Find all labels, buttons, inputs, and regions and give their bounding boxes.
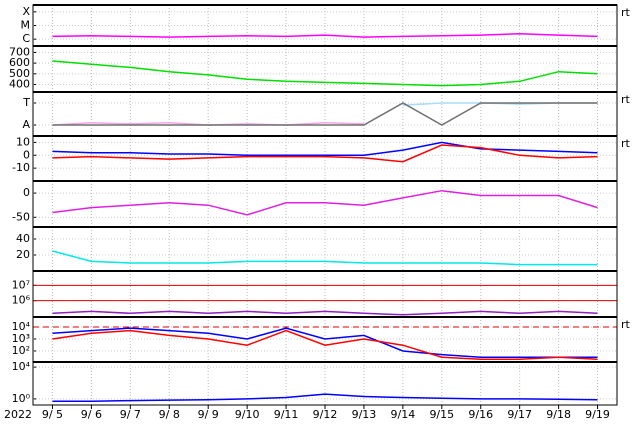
right-label: rt [621, 318, 631, 331]
series-line [52, 329, 598, 361]
y-tick-label: 40 [16, 232, 30, 245]
x-tick-label: 9/17 [507, 408, 532, 421]
x-tick-label: 9/11 [274, 408, 299, 421]
x-tick-label: 9/16 [468, 408, 493, 421]
series-line [52, 393, 598, 403]
y-tick-label: 10⁴ [12, 360, 31, 373]
right-label: rt [621, 93, 631, 106]
x-tick-label: 9/ 8 [159, 408, 180, 421]
year-label: 2022 [4, 408, 32, 421]
y-tick-label: 0 [23, 148, 30, 161]
x-tick-label: 9/18 [546, 408, 571, 421]
y-tick-label: T [22, 96, 30, 109]
x-tick-label: 9/19 [585, 408, 610, 421]
x-tick-label: 9/ 6 [81, 408, 102, 421]
y-tick-label: -50 [12, 210, 30, 223]
x-tick-label: 9/10 [235, 408, 260, 421]
x-tick-label: 9/ 5 [42, 408, 63, 421]
x-tick-label: 9/13 [352, 408, 377, 421]
y-tick-label: 10⁷ [12, 278, 30, 291]
right-label: rt [621, 6, 631, 19]
x-tick-label: 9/ 9 [198, 408, 219, 421]
series-line [52, 189, 598, 216]
x-tick-label: 9/14 [391, 408, 416, 421]
y-tick-label: 600 [9, 56, 30, 69]
y-tick-label: 700 [9, 45, 30, 58]
series-line [52, 32, 598, 38]
y-tick-label: 0 [23, 186, 30, 199]
y-tick-label: 20 [16, 248, 30, 261]
y-tick-label: 500 [9, 67, 30, 80]
y-tick-label: 10⁴ [12, 320, 31, 333]
y-tick-label: M [21, 19, 31, 32]
y-tick-label: 10⁶ [12, 294, 31, 307]
x-tick-label: 9/ 7 [120, 408, 141, 421]
series-line [52, 60, 598, 87]
y-tick-label: -10 [12, 161, 30, 174]
y-tick-label: X [22, 5, 30, 18]
y-tick-label: 10 [16, 135, 30, 148]
series-line [52, 310, 598, 316]
x-tick-label: 9/15 [429, 408, 454, 421]
y-tick-label: 10⁰ [12, 392, 31, 405]
right-label: rt [621, 137, 631, 150]
series-line [52, 144, 598, 163]
series-line [52, 141, 598, 157]
y-tick-label: C [22, 32, 30, 45]
y-tick-label: 10² [12, 344, 30, 357]
y-tick-label: 400 [9, 78, 30, 91]
series-line [52, 250, 598, 266]
y-tick-label: 10³ [12, 332, 30, 345]
x-tick-label: 9/12 [313, 408, 338, 421]
series-line [52, 102, 598, 126]
series-line [52, 327, 598, 358]
y-tick-label: A [22, 118, 30, 131]
